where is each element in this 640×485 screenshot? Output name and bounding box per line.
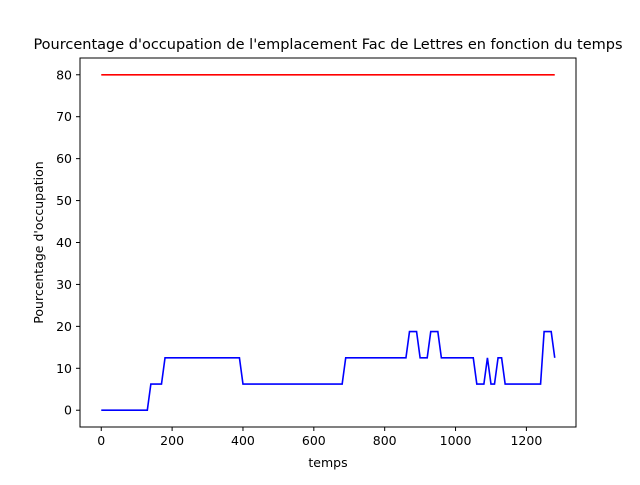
x-tick-label: 400 — [231, 433, 255, 448]
y-tick-label: 10 — [56, 361, 72, 376]
x-tick-label: 0 — [97, 433, 105, 448]
x-axis-label: temps — [308, 455, 347, 470]
x-tick-label: 1000 — [440, 433, 472, 448]
y-tick-label: 80 — [56, 67, 72, 82]
x-tick-label: 1200 — [510, 433, 542, 448]
x-tick-label: 200 — [160, 433, 184, 448]
y-tick-label: 60 — [56, 151, 72, 166]
axes: 0 200 400 600 800 1000 1200 0 10 20 30 40 50 60 70 80 — [56, 67, 542, 448]
x-tick-label: 800 — [373, 433, 397, 448]
y-tick-label: 70 — [56, 109, 72, 124]
chart-title: Pourcentage d'occupation de l'emplacemen… — [33, 37, 622, 53]
plot-frame — [79, 57, 577, 428]
y-tick-label: 50 — [56, 193, 72, 208]
y-axis-label: Pourcentage d'occupation — [31, 161, 46, 323]
x-tick-label: 600 — [302, 433, 326, 448]
y-tick-label: 20 — [56, 319, 72, 334]
series-group — [101, 73, 556, 412]
series-line-2 — [101, 330, 556, 412]
y-tick-label: 40 — [56, 235, 72, 250]
y-tick-label: 30 — [56, 277, 72, 292]
y-tick-label: 0 — [64, 403, 72, 418]
